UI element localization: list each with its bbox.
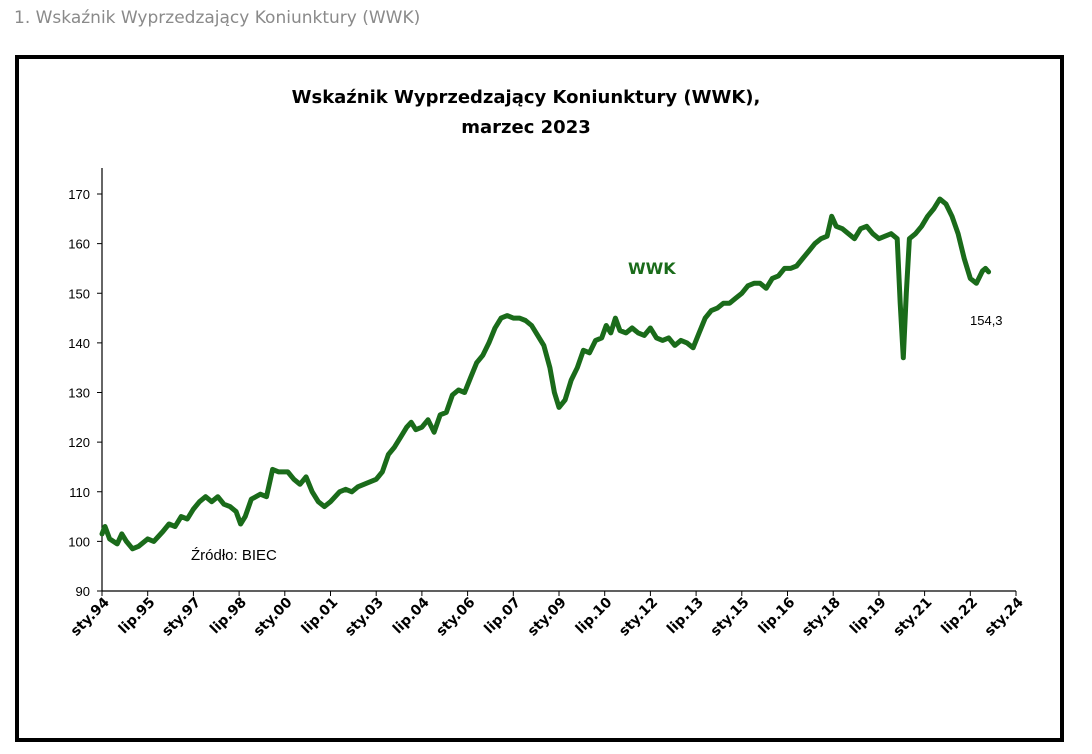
x-tick-label: sty.12	[616, 595, 661, 640]
last-value-label: 154,3	[970, 313, 1003, 328]
chart-title-line1: Wskaźnik Wyprzedzający Koniunktury (WWK)…	[292, 87, 761, 108]
x-tick-label: sty.03	[342, 595, 387, 640]
y-tick-label: 100	[68, 534, 90, 549]
x-tick-label: sty.21	[890, 595, 935, 640]
source-note: Źródło: BIEC	[191, 547, 277, 564]
x-tick-label: lip.22	[938, 595, 981, 638]
x-tick-label: lip.13	[664, 595, 707, 638]
x-tick-label: sty.24	[982, 594, 1027, 639]
x-tick-label: lip.07	[481, 595, 524, 638]
y-tick-label: 150	[68, 286, 90, 301]
y-tick-label: 140	[68, 336, 90, 351]
x-tick-label: sty.06	[433, 595, 478, 640]
chart-frame	[15, 55, 1064, 742]
y-tick-label: 130	[68, 386, 90, 401]
x-tick-label: lip.98	[207, 595, 250, 638]
y-tick-label: 120	[68, 435, 90, 450]
x-tick-label: lip.10	[573, 594, 616, 637]
x-tick-label: lip.04	[390, 594, 433, 637]
x-tick-label: lip.95	[116, 595, 159, 638]
x-tick-label: sty.18	[799, 595, 844, 640]
x-tick-label: sty.09	[525, 595, 570, 640]
y-axis-ticks: 90 100 110 120 130 140 150 160 170	[68, 187, 102, 599]
y-tick-label: 160	[68, 237, 90, 252]
x-tick-label: lip.19	[847, 595, 890, 638]
chart-title-line2: marzec 2023	[461, 117, 591, 138]
x-tick-label: lip.16	[756, 595, 799, 638]
x-axis-ticks: sty.94 lip.95 sty.97 lip.98 sty.00 lip.01 sty.…	[68, 591, 1027, 640]
x-tick-label: sty.97	[159, 595, 204, 640]
y-tick-label: 110	[69, 485, 90, 500]
series-line-wwk	[99, 196, 992, 552]
x-tick-label: sty.94	[68, 594, 113, 639]
x-tick-label: sty.15	[708, 595, 753, 640]
y-tick-label: 170	[68, 187, 90, 202]
series-label-wwk: WWK	[628, 259, 676, 278]
figure-caption: 1. Wskaźnik Wyprzedzający Koniunktury (W…	[14, 8, 421, 28]
x-tick-label: lip.01	[299, 595, 342, 638]
y-tick-label: 90	[76, 584, 90, 599]
x-tick-label: sty.00	[251, 594, 296, 639]
